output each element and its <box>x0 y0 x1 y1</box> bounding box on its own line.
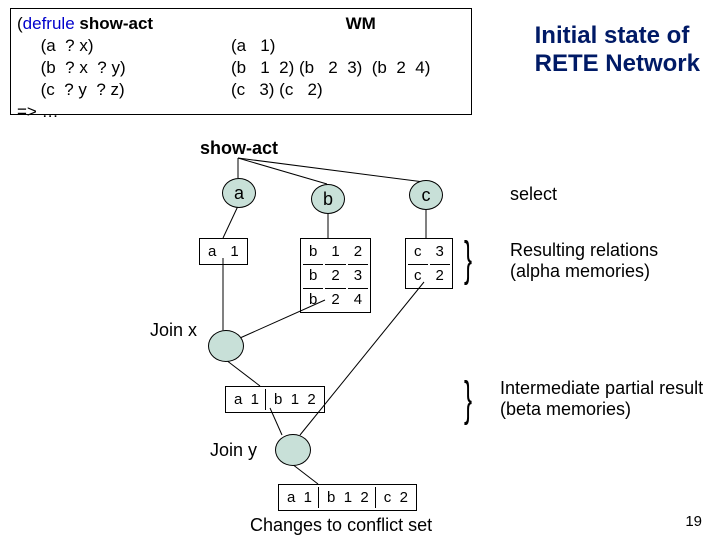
alpha-node-a: a <box>222 178 256 208</box>
brace-icon: } <box>464 372 472 427</box>
working-memory: WM (a 1) (b 1 2) (b 2 3) (b 2 4) (c 3) (… <box>231 13 430 101</box>
join-y-label: Join y <box>210 440 257 461</box>
wm-title: WM <box>291 13 430 35</box>
page-title: Initial state ofRETE Network <box>535 22 700 78</box>
beta-node-1 <box>208 330 244 362</box>
alpha-node-b: b <box>311 184 345 214</box>
root-label: show-act <box>200 138 278 159</box>
beta-mem-annotation: Intermediate partial result(beta memorie… <box>500 378 703 420</box>
beta-node-2 <box>275 434 311 466</box>
join-x-label: Join x <box>150 320 197 341</box>
beta-tuple-1: a 1b 1 2 <box>225 386 325 413</box>
defrule-keyword: defrule <box>23 14 75 33</box>
conflict-set-label: Changes to conflict set <box>250 515 432 536</box>
rule-definition: (defrule show-act (a ? x) (b ? x ? y) (c… <box>17 13 153 123</box>
alpha-mem-a: a1 <box>199 238 248 265</box>
page-number: 19 <box>685 513 702 530</box>
alpha-mem-b: b12 b23 b24 <box>300 238 371 313</box>
alpha-mem-annotation: Resulting relations(alpha memories) <box>510 240 658 282</box>
brace-icon: } <box>464 232 472 287</box>
header-box: (defrule show-act (a ? x) (b ? x ? y) (c… <box>10 8 472 115</box>
beta-tuple-2: a 1b 1 2c 2 <box>278 484 417 511</box>
alpha-mem-c: c3 c2 <box>405 238 453 289</box>
select-label: select <box>510 184 557 205</box>
alpha-node-c: c <box>409 180 443 210</box>
